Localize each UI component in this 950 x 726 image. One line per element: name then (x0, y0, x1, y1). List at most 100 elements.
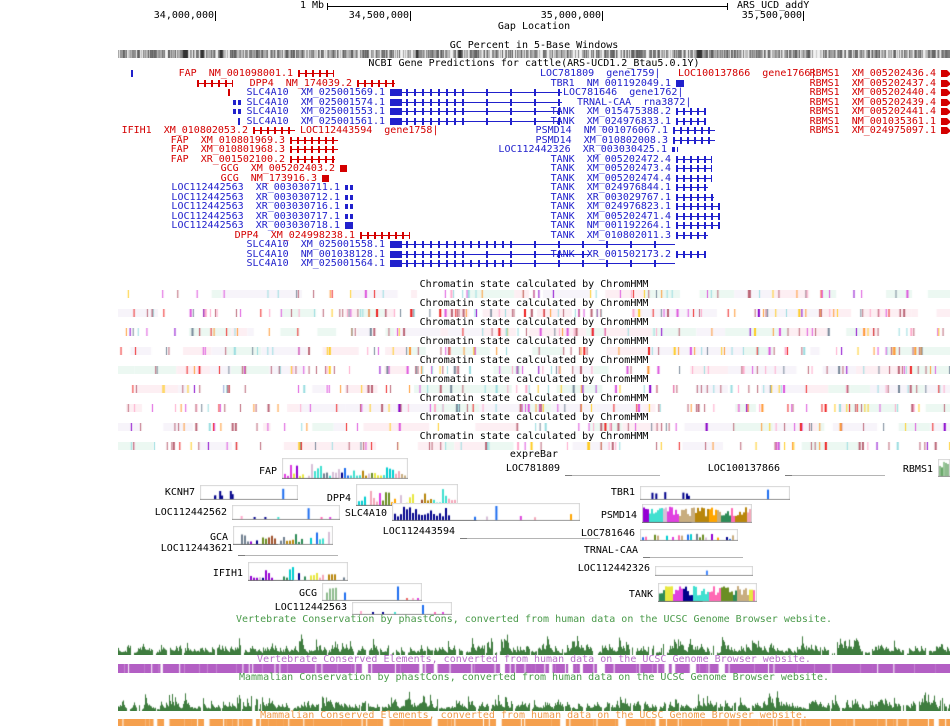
gene-glyph-rbms1[interactable] (941, 98, 950, 106)
gene-label-tbr1[interactable]: TBR1 NM_001192049.1 (550, 77, 671, 89)
gene-label-gcg[interactable]: GCG NM_173916.3 (220, 172, 317, 184)
gene-label-slc4a10[interactable]: SLC4A10 XM_025001569.1 (246, 87, 385, 98)
gene-label-loc112442563[interactable]: LOC112442563 XR_003030712.1 (171, 191, 340, 203)
gene-glyph-tank[interactable] (676, 203, 720, 210)
gene-glyph[interactable] (233, 109, 241, 114)
gene-label-fap[interactable]: FAP XM_010801969.3 (170, 134, 285, 146)
chromatin-state-band[interactable] (118, 309, 950, 317)
gene-label-tank[interactable]: TANK XM_024976833.1 (550, 115, 671, 127)
gene-label-tank[interactable]: TANK XM_015475388.2 (550, 106, 671, 117)
gene-label-tank[interactable]: TANK XM_024976844.1 (550, 182, 671, 193)
gene-label-fap[interactable]: FAP NM_001098001.1 (178, 68, 293, 79)
chromatin-state-band[interactable] (118, 366, 950, 374)
gene-glyph-loc112442326[interactable] (672, 147, 678, 152)
chromatin-state-band[interactable] (118, 328, 950, 336)
chromatin-state-band[interactable] (118, 442, 950, 450)
gene-glyph-fap[interactable] (290, 146, 338, 153)
gene-glyph-gcg[interactable] (322, 174, 329, 182)
gene-glyph-rbms1[interactable] (941, 117, 950, 125)
conservation-wiggle-track[interactable] (118, 683, 950, 711)
gene-label-fap[interactable]: FAP XM_010801968.3 (170, 144, 285, 155)
gene-label-tank[interactable]: TANK XM_005202473.4 (550, 163, 671, 174)
gene-glyph[interactable] (131, 70, 133, 77)
conserved-elements-track[interactable] (118, 664, 950, 673)
exprebar-chart-kcnh7[interactable] (200, 485, 298, 500)
gene-glyph-rbms1[interactable] (941, 127, 950, 134)
gene-label-loc112442563[interactable]: LOC112442563 XR_003030717.1 (171, 210, 340, 222)
gene-glyph-tank[interactable] (676, 155, 712, 163)
chromatin-state-band[interactable] (118, 290, 950, 298)
chromatin-state-band[interactable] (118, 404, 950, 412)
gene-label-psmd14[interactable]: PSMD14 NM_001076067.1 (535, 125, 668, 136)
gene-glyph-loc112442563[interactable] (345, 194, 355, 200)
gene-label-loc112442563[interactable]: LOC112442563 XR_003030711.1 (171, 182, 340, 193)
gene-glyph-rbms1[interactable] (941, 70, 950, 77)
gene-label-ifih1[interactable]: IFIH1 XM_010802053.2 (121, 125, 248, 136)
gene-label-loc781646[interactable]: LOC781646 gene1762| (563, 87, 684, 98)
gene-label-tank[interactable]: TANK XM_005202471.4 (550, 210, 671, 222)
gene-label-tank[interactable]: TANK XM_005202474.4 (550, 172, 671, 184)
gene-glyph-ifih1[interactable] (253, 127, 295, 134)
conservation-wiggle-track[interactable] (118, 625, 950, 655)
gene-glyph-slc4a10[interactable] (390, 117, 562, 125)
exprebar-chart-loc112442562[interactable] (232, 505, 340, 520)
gene-label-rbms1[interactable]: RBMS1 XM_005202437.4 (809, 77, 936, 89)
gene-glyph-slc4a10[interactable] (390, 241, 675, 248)
gene-glyph-psmd14[interactable] (673, 136, 715, 144)
gene-label-slc4a10[interactable]: SLC4A10 XM_025001564.1 (246, 258, 385, 269)
gene-glyph-fap[interactable] (290, 155, 335, 163)
gene-label-slc4a10[interactable]: SLC4A10 XM_025001558.1 (246, 239, 385, 250)
gene-label-slc4a10[interactable]: SLC4A10 NM_001038128.1 (246, 248, 385, 260)
chromatin-state-band[interactable] (118, 347, 950, 355)
exprebar-chart-gca[interactable] (233, 526, 333, 545)
gene-glyph-loc112442563[interactable] (345, 213, 355, 219)
gene-label-rbms1[interactable]: RBMS1 XM_005202441.4 (809, 106, 936, 117)
exprebar-chart-loc781809[interactable] (565, 475, 660, 476)
gene-label-tank[interactable]: TANK XR_001502173.2 (550, 248, 671, 260)
gene-label-dpp4[interactable]: DPP4 NM_174039.2 (249, 77, 352, 89)
gene-glyph-rbms1[interactable] (941, 79, 950, 87)
gene-glyph[interactable] (228, 89, 230, 96)
gene-glyph-loc112442563[interactable] (345, 222, 353, 229)
gene-label-loc112442563[interactable]: LOC112442563 XR_003030718.1 (171, 220, 340, 231)
gene-glyph-slc4a10[interactable] (390, 108, 562, 115)
gene-label-psmd14[interactable]: PSMD14 XM_010802008.3 (535, 134, 668, 146)
gene-glyph-tank[interactable] (676, 174, 712, 182)
exprebar-chart-loc112442326[interactable] (655, 566, 753, 576)
gene-glyph-rbms1[interactable] (941, 89, 950, 96)
gene-label-gcg[interactable]: GCG XM_005202403.2 (220, 163, 335, 174)
gene-label-slc4a10[interactable]: SLC4A10 XM_025001574.1 (246, 96, 385, 108)
gene-glyph-tank[interactable] (676, 165, 712, 172)
gene-glyph-slc4a10[interactable] (390, 98, 562, 106)
gene-label-fap[interactable]: FAP XR_001502100.2 (170, 153, 285, 165)
gene-glyph-fap[interactable] (290, 136, 338, 144)
gene-glyph-tank[interactable] (676, 117, 706, 125)
exprebar-chart-loc112443594[interactable] (460, 538, 600, 539)
gene-glyph-slc4a10[interactable] (390, 260, 675, 267)
exprebar-chart-loc100137866[interactable] (785, 475, 885, 476)
exprebar-chart-tank[interactable] (658, 583, 757, 602)
chromatin-state-band[interactable] (118, 385, 950, 393)
gene-glyph-slc4a10[interactable] (390, 89, 562, 96)
gene-label-loc781809[interactable]: LOC781809 gene1759| (540, 68, 661, 79)
gene-label-loc100137866[interactable]: LOC100137866 gene1766| (678, 68, 817, 79)
gene-glyph-loc112442563[interactable] (345, 204, 355, 209)
gene-label-rbms1[interactable]: RBMS1 XM_005202436.4 (809, 68, 936, 79)
gene-glyph-tbr1[interactable] (676, 79, 684, 87)
gene-label-slc4a10[interactable]: SLC4A10 XM_025001561.1 (246, 115, 385, 127)
gene-glyph[interactable] (238, 117, 240, 125)
exprebar-chart-loc112443621[interactable] (238, 555, 338, 556)
exprebar-chart-gcg[interactable] (322, 583, 422, 601)
gene-label-rbms1[interactable]: RBMS1 XM_024975097.1 (809, 125, 936, 136)
gene-glyph-tank[interactable] (676, 231, 708, 239)
gene-label-loc112442563[interactable]: LOC112442563 XR_003030716.1 (171, 201, 340, 212)
conserved-elements-track[interactable] (118, 719, 950, 726)
gene-glyph-tank[interactable] (676, 222, 720, 229)
gene-glyph-fap[interactable] (298, 70, 334, 77)
gene-label-slc4a10[interactable]: SLC4A10 XM_025001553.1 (246, 106, 385, 117)
exprebar-chart-fap[interactable] (282, 458, 408, 479)
gene-label-trnal-caa[interactable]: TRNAL-CAA rna3872| (577, 96, 692, 108)
gene-glyph[interactable] (197, 79, 233, 87)
gene-glyph-tank[interactable] (676, 212, 720, 220)
exprebar-chart-psmd14[interactable] (642, 504, 752, 523)
